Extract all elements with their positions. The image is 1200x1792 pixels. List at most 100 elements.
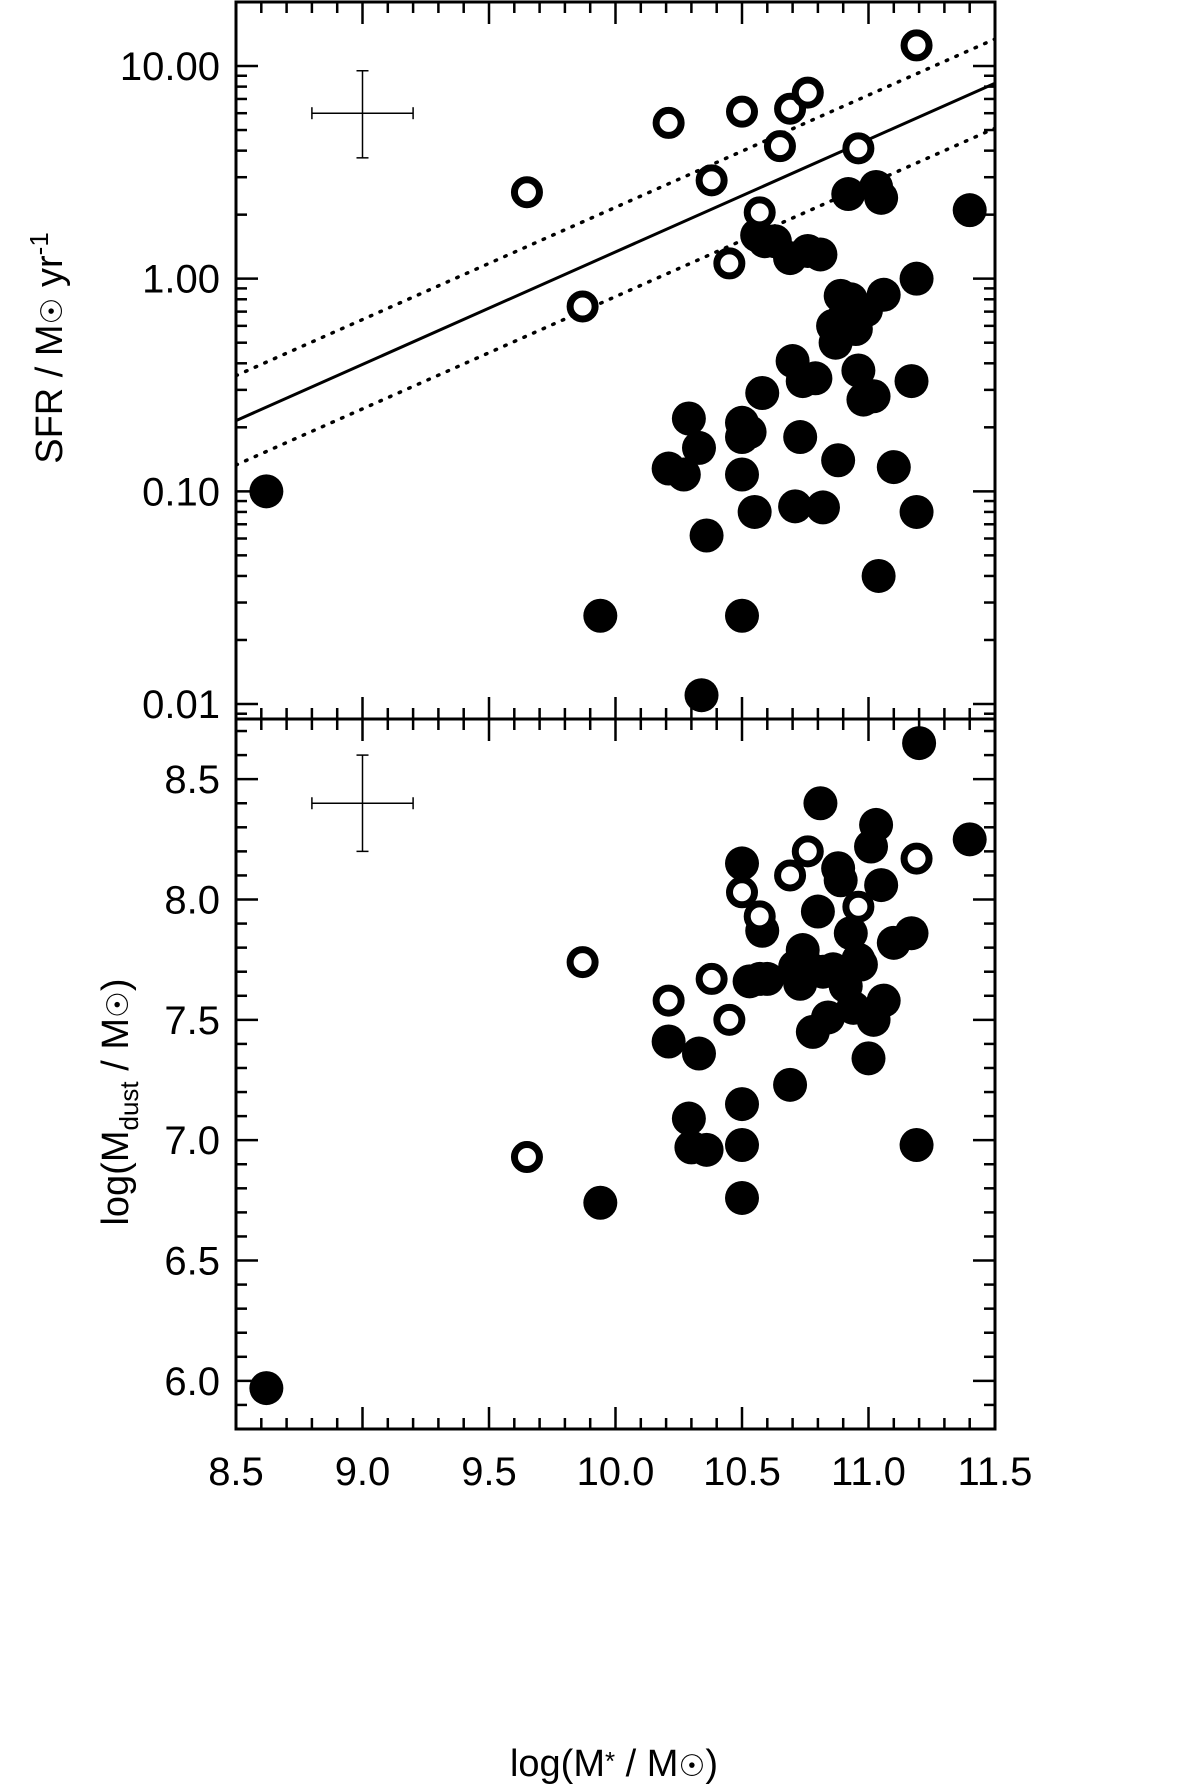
bottom-xtick-label: 11.0 [831, 1450, 906, 1494]
data-point-filled [725, 1180, 759, 1215]
data-point-open [842, 132, 875, 165]
data-point-filled [249, 1371, 284, 1406]
data-point-filled [725, 598, 759, 633]
data-point-open [510, 176, 543, 209]
data-point-open [695, 164, 728, 197]
data-point-filled [681, 1036, 716, 1071]
data-point-filled [864, 868, 899, 903]
data-point-filled [952, 193, 987, 228]
data-point-filled [725, 1128, 759, 1162]
data-point-open [652, 984, 685, 1017]
data-point-filled [864, 180, 899, 215]
data-point-open [566, 290, 599, 323]
bottom-ytick-label: 6.0 [164, 1360, 220, 1404]
data-point-open [695, 962, 728, 995]
top-ytick-label: 0.01 [142, 683, 220, 727]
bottom-plot-area [249, 726, 987, 1406]
data-point-filled [684, 678, 719, 713]
data-point-filled [843, 947, 878, 982]
data-point-filled [859, 807, 894, 842]
data-point-filled [745, 375, 780, 410]
data-point-filled [856, 379, 891, 414]
data-point-filled [803, 237, 838, 272]
data-point-filled [778, 489, 813, 524]
data-point-filled [671, 1101, 706, 1136]
data-point-filled [894, 916, 929, 951]
top-ytick-label: 10.00 [120, 45, 220, 89]
data-point-filled [841, 353, 876, 388]
bottom-ylabel: log(Mdust / M☉) [95, 978, 144, 1225]
data-point-filled [821, 443, 856, 478]
data-point-filled [833, 916, 868, 951]
data-point-filled [773, 1067, 808, 1102]
data-point-open [791, 76, 824, 109]
top-panel: 0.01 0.10 1.00 10.00 [120, 0, 997, 727]
data-point-filled [689, 518, 724, 553]
fit-line [236, 81, 995, 423]
bottom-ytick-label: 7.0 [164, 1119, 220, 1163]
data-point-filled [902, 726, 937, 761]
data-point-filled [805, 490, 840, 525]
data-point-open [763, 130, 796, 163]
data-point-filled [583, 598, 618, 633]
bottom-xtick-label: 9.0 [335, 1450, 391, 1494]
bottom-ytick-label: 6.5 [164, 1240, 220, 1284]
data-point-filled [952, 822, 987, 857]
data-point-filled [651, 1024, 686, 1059]
data-point-filled [732, 415, 767, 450]
bottom-panel: 6.0 6.5 7.0 7.5 8.0 8.5 8.5 9.0 9.5 10.0 10.5 11.0 1… [164, 717, 1033, 1494]
data-point-open [842, 890, 875, 923]
data-point-filled [725, 846, 759, 881]
bottom-ytick-label: 8.0 [164, 879, 220, 923]
bottom-ytick-label: 7.5 [164, 999, 220, 1043]
data-point-open [566, 946, 599, 979]
bottom-xtick-label: 10.5 [703, 1450, 781, 1494]
data-point-filled [800, 894, 835, 929]
top-ytick-label: 0.10 [142, 470, 220, 514]
bottom-xtick-label: 9.5 [461, 1450, 517, 1494]
data-point-filled [866, 277, 901, 312]
data-point-filled [725, 1087, 759, 1122]
data-point-open [713, 1003, 746, 1036]
data-point-filled [803, 786, 838, 821]
data-point-filled [689, 1132, 724, 1167]
data-point-open [652, 106, 685, 139]
data-point-filled [750, 961, 785, 996]
data-point-filled [899, 261, 934, 296]
data-point-open [743, 900, 776, 933]
data-point-filled [866, 983, 901, 1018]
data-point-open [774, 859, 807, 892]
data-point-filled [737, 494, 772, 529]
data-point-filled [583, 1185, 618, 1220]
data-point-filled [823, 863, 858, 898]
data-point-filled [783, 420, 818, 455]
data-point-open [791, 835, 824, 868]
top-ylabel: SFR / M☉ yr-1 [24, 232, 71, 464]
data-point-filled [851, 1041, 886, 1076]
data-point-open [743, 196, 776, 229]
top-ytick-label: 1.00 [142, 258, 220, 302]
scatter-line-dotted [236, 37, 995, 378]
data-point-filled [899, 494, 934, 529]
bottom-xtick-label: 10.0 [577, 1450, 655, 1494]
bottom-xtick-label: 11.5 [958, 1450, 1033, 1494]
data-point-open [510, 1141, 543, 1174]
data-point-filled [831, 177, 866, 212]
data-point-filled [798, 361, 833, 396]
data-point-filled [876, 450, 911, 485]
data-point-filled [861, 558, 896, 593]
data-point-open [713, 247, 746, 280]
data-point-filled [666, 457, 701, 492]
data-point-open [900, 842, 933, 875]
data-point-open [726, 876, 758, 909]
data-point-open [900, 29, 933, 62]
data-point-filled [249, 474, 284, 509]
data-point-filled [671, 401, 706, 436]
data-point-filled [725, 457, 759, 492]
bottom-ytick-label: 8.5 [164, 758, 220, 802]
bottom-xtick-label: 8.5 [208, 1450, 264, 1494]
data-point-filled [681, 430, 716, 465]
top-error-bar [311, 70, 414, 159]
data-point-open [726, 95, 758, 128]
